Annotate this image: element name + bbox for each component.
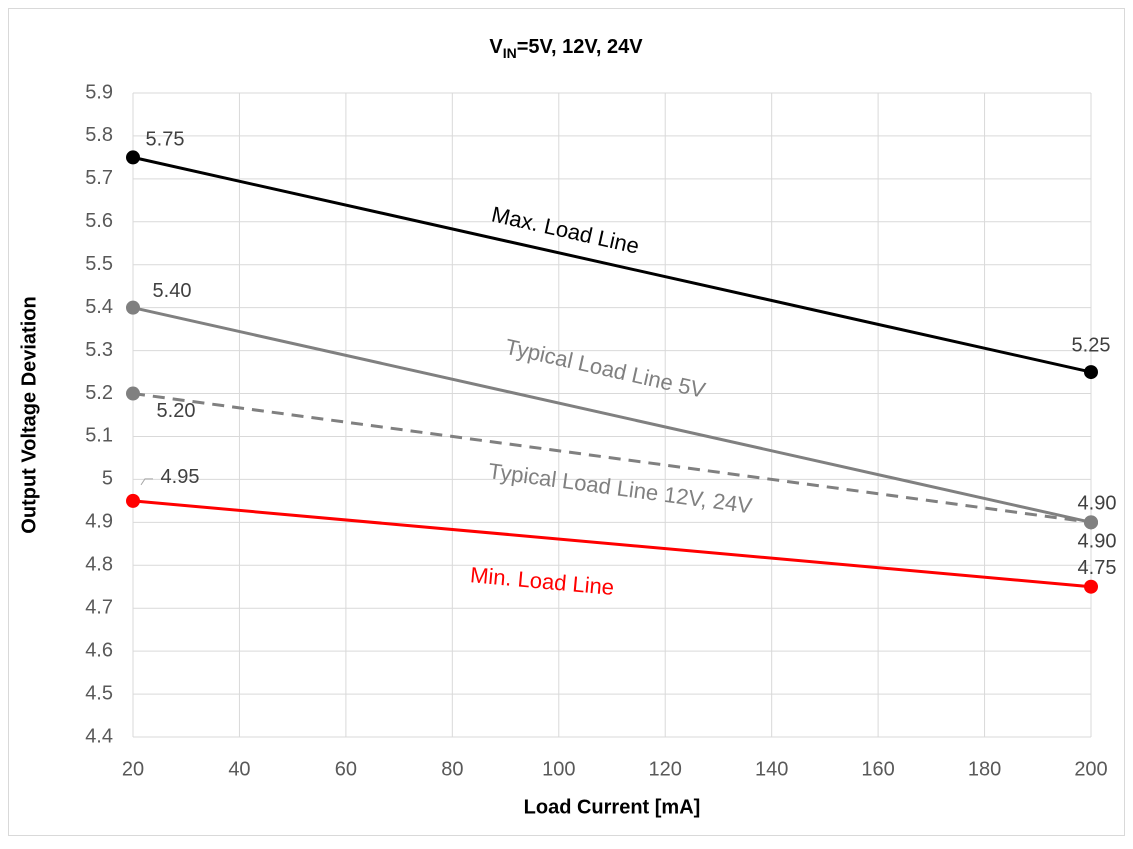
x-tick-label: 160 xyxy=(861,758,894,780)
y-tick-label: 4.5 xyxy=(85,682,113,704)
y-tick-label: 5.6 xyxy=(85,210,113,232)
data-label: 5.40 xyxy=(153,280,192,302)
point xyxy=(126,386,140,401)
x-tick-label: 180 xyxy=(968,758,1001,780)
leader-line xyxy=(140,478,153,486)
x-tick-label: 100 xyxy=(542,758,575,780)
x-tick-label: 60 xyxy=(335,758,357,780)
y-tick-label: 5.7 xyxy=(85,167,113,189)
y-tick-label: 4.7 xyxy=(85,596,113,618)
x-tick-label: 140 xyxy=(755,758,788,780)
y-tick-label: 4.6 xyxy=(85,639,113,661)
y-tick-label: 5 xyxy=(102,468,113,490)
series-line xyxy=(132,155,1092,374)
data-label: 4.90 xyxy=(1078,493,1117,515)
x-axis-label: Load Current [mA] xyxy=(524,796,701,818)
y-tick-label: 5.3 xyxy=(85,339,113,361)
point xyxy=(126,150,140,165)
point xyxy=(1084,515,1098,530)
chart-title: VIN=5V, 12V, 24V xyxy=(489,36,643,60)
point xyxy=(1084,579,1098,594)
y-tick-label: 5.4 xyxy=(85,296,113,318)
y-tick-label: 4.4 xyxy=(85,725,113,747)
y-tick-label: 5.5 xyxy=(85,253,113,275)
y-tick-label: 5.1 xyxy=(85,425,113,447)
data-label: 4.95 xyxy=(161,466,200,488)
y-tick-label: 5.2 xyxy=(85,382,113,404)
data-label: 5.75 xyxy=(146,129,185,151)
series-line xyxy=(132,392,1092,524)
chart-frame xyxy=(8,8,1125,836)
y-tick-label: 5.8 xyxy=(85,124,113,146)
series-line xyxy=(132,499,1092,589)
x-tick-label: 20 xyxy=(122,758,144,780)
x-tick-label: 80 xyxy=(441,758,463,780)
x-tick-label: 200 xyxy=(1074,758,1107,780)
y-tick-label: 5.9 xyxy=(85,81,113,103)
y-tick-label: 4.9 xyxy=(85,511,113,533)
point xyxy=(126,493,140,508)
data-label: 4.90 xyxy=(1078,531,1117,553)
y-tick-label: 4.8 xyxy=(85,554,113,576)
y-axis-label: Output Voltage Deviation xyxy=(18,296,40,533)
data-label: 4.75 xyxy=(1078,557,1117,579)
point xyxy=(126,300,140,315)
series-line xyxy=(132,306,1092,524)
point xyxy=(1084,365,1098,380)
x-tick-label: 120 xyxy=(649,758,682,780)
data-label: 5.25 xyxy=(1072,334,1111,356)
data-label: 5.20 xyxy=(157,400,196,422)
x-tick-label: 40 xyxy=(228,758,250,780)
